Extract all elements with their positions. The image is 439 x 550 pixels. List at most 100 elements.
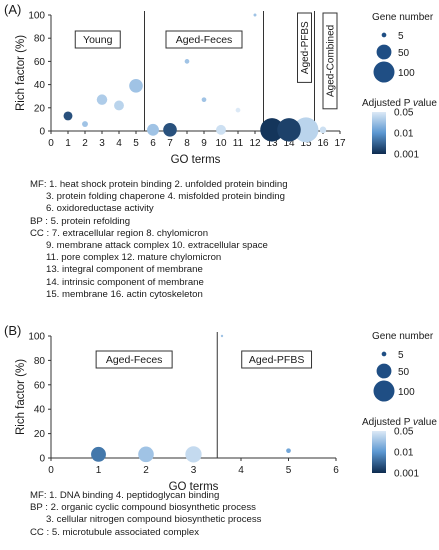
x-tick-label: 7 xyxy=(167,138,173,149)
x-tick-label: 5 xyxy=(286,465,292,476)
y-tick-label: 80 xyxy=(34,34,46,45)
annotation-line: BP : 5. protein refolding xyxy=(30,215,131,227)
x-tick-label: 4 xyxy=(238,465,244,476)
x-tick-label: 0 xyxy=(48,138,54,149)
panel-label: (A) xyxy=(4,2,21,17)
group-label-box xyxy=(95,350,173,369)
y-axis-label: Rich factor (%) xyxy=(15,35,27,111)
y-tick-label: 60 xyxy=(34,380,46,391)
y-tick-label: 40 xyxy=(34,405,46,416)
group-label: Aged-Feces xyxy=(176,34,233,46)
legend-size-label: 100 xyxy=(398,387,415,398)
x-tick-label: 15 xyxy=(300,138,312,149)
y-axis-label: Rich factor (%) xyxy=(15,359,27,435)
x-tick-label: 16 xyxy=(317,138,329,149)
y-tick-label: 100 xyxy=(28,11,45,22)
data-point xyxy=(201,97,207,103)
annotation-line: 6. oxidoreductase activity xyxy=(30,203,154,215)
y-tick-label: 40 xyxy=(34,80,46,91)
legend-color-tick: 0.01 xyxy=(394,448,414,459)
legend-size-dot xyxy=(373,380,395,402)
group-label-box xyxy=(297,12,312,83)
x-tick-label: 4 xyxy=(116,138,122,149)
x-tick-label: 2 xyxy=(143,465,149,476)
data-point xyxy=(220,334,224,338)
x-tick-label: 0 xyxy=(48,465,54,476)
legend-size-dot xyxy=(381,351,387,357)
data-point xyxy=(91,446,106,462)
data-point xyxy=(82,121,88,128)
data-point xyxy=(185,446,202,463)
data-point xyxy=(163,123,177,137)
data-point xyxy=(96,94,108,105)
legend-color-bar xyxy=(372,112,386,154)
panel-b: (B) 0 20 40 60 80 100 0 1 2 3 4 5 6 GO terms Rich facto… xyxy=(4,323,437,493)
annotation-list-b: MF: 1. DNA binding 4. peptidoglycan bind… xyxy=(30,490,261,539)
x-tick-label: 1 xyxy=(65,138,71,149)
x-tick-label: 3 xyxy=(99,138,105,149)
annotation-line: 3. cellular nitrogen compound biosynthet… xyxy=(30,514,262,526)
legend-size-label: 100 xyxy=(398,68,415,79)
legend-color-tick: 0.001 xyxy=(394,150,419,161)
data-point xyxy=(286,448,291,454)
annotation-line: MF: 1. DNA binding 4. peptidoglycan bind… xyxy=(30,490,220,501)
x-tick-label: 2 xyxy=(82,138,88,149)
data-point xyxy=(277,118,301,142)
legend-color-title: Adjusted P value xyxy=(362,98,437,109)
annotation-line: 13. integral component of membrane xyxy=(30,264,203,276)
data-point xyxy=(319,126,327,134)
legend-color-tick: 0.01 xyxy=(394,129,414,140)
x-tick-label: 9 xyxy=(201,138,207,149)
annotation-line: CC : 5. microtubule associated complex xyxy=(30,526,200,538)
data-point xyxy=(293,117,319,143)
y-tick-label: 20 xyxy=(34,103,46,114)
group-label-box xyxy=(74,30,121,49)
annotation-line: 14. intrinsic component of membrane xyxy=(30,276,204,288)
y-tick-label: 100 xyxy=(28,332,45,343)
x-tick-label: 13 xyxy=(266,138,278,149)
annotation-line: 3. protein folding chaperone 4. misfolde… xyxy=(30,191,285,203)
y-tick-label: 0 xyxy=(39,454,45,465)
data-point xyxy=(129,78,143,93)
group-label-box xyxy=(322,12,338,110)
legend-size-dot xyxy=(376,44,392,60)
data-point xyxy=(216,124,226,135)
annotation-line: CC : 7. extracellular region 8. chylomic… xyxy=(30,227,209,239)
legend-size-title: Gene number xyxy=(372,331,434,342)
x-tick-label: 17 xyxy=(334,138,346,149)
legend-size-title: Gene number xyxy=(372,12,434,23)
data-point xyxy=(114,100,124,111)
annotation-line: 9. membrane attack complex 10. extracell… xyxy=(30,239,268,251)
y-tick-label: 0 xyxy=(39,127,45,138)
y-tick-label: 60 xyxy=(34,57,46,68)
annotation-line: BP : 2. organic cyclic compound biosynth… xyxy=(30,502,256,514)
x-tick-label: 6 xyxy=(150,138,156,149)
group-label-box xyxy=(165,30,243,49)
legend-size-label: 5 xyxy=(398,31,404,42)
data-point xyxy=(63,111,73,121)
y-tick-label: 20 xyxy=(34,429,46,440)
annotation-list-a: MF: 1. heat shock protein binding 2. unf… xyxy=(30,179,288,301)
x-tick-label: 11 xyxy=(233,138,244,149)
x-tick-label: 1 xyxy=(96,465,102,476)
legend-color-tick: 0.05 xyxy=(394,427,414,438)
group-label: Aged-Combined xyxy=(326,25,337,97)
x-tick-label: 3 xyxy=(191,465,197,476)
legend-size-label: 50 xyxy=(398,48,410,59)
legend-color-tick: 0.001 xyxy=(394,469,419,480)
data-point xyxy=(260,118,284,142)
x-tick-label: 8 xyxy=(184,138,190,149)
data-point xyxy=(253,13,257,17)
data-point xyxy=(184,59,190,64)
legend-size-label: 50 xyxy=(398,367,410,378)
x-axis-label: GO terms xyxy=(169,481,219,493)
group-label-box xyxy=(241,350,313,369)
x-tick-label: 10 xyxy=(215,138,227,149)
data-point xyxy=(147,123,159,136)
legend-color-tick: 0.05 xyxy=(394,108,414,119)
legend-size-dot xyxy=(381,32,387,38)
x-tick-label: 12 xyxy=(249,138,261,149)
legend-size-dot xyxy=(373,61,395,83)
